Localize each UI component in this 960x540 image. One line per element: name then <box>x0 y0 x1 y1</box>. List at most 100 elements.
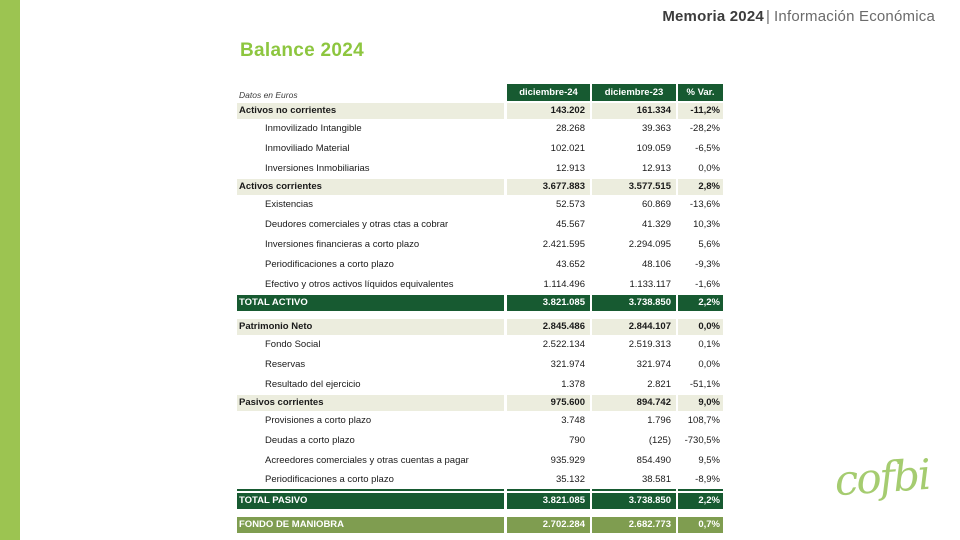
row-value-var: -8,9% <box>678 471 723 491</box>
row-value-var: 0,0% <box>678 355 723 375</box>
row-value-dic23: 2.519.313 <box>592 335 676 355</box>
row-value-var: 2,2% <box>678 295 723 311</box>
row-value-var: 2,8% <box>678 179 723 195</box>
table-row-item: Periodificaciones a corto plazo 43.652 48.… <box>237 255 723 275</box>
table-row-section: Activos corrientes 3.677.883 3.577.515 2,8% <box>237 179 723 195</box>
row-value-dic24: 321.974 <box>507 355 590 375</box>
row-value-dic24: 1.114.496 <box>507 275 590 295</box>
row-gap <box>237 311 723 319</box>
row-label: FONDO DE MANIOBRA <box>237 517 504 533</box>
row-value-var: 0,1% <box>678 335 723 355</box>
row-label: Fondo Social <box>237 335 504 355</box>
row-value-dic24: 3.821.085 <box>507 493 590 509</box>
row-value-dic24: 975.600 <box>507 395 590 411</box>
row-value-dic24: 3.821.085 <box>507 295 590 311</box>
row-label: Patrimonio Neto <box>237 319 504 335</box>
table-row-total: TOTAL ACTIVO 3.821.085 3.738.850 2,2% <box>237 295 723 311</box>
row-value-var: 10,3% <box>678 215 723 235</box>
row-label: Inversiones Inmobiliarias <box>237 159 504 179</box>
row-value-dic24: 3.748 <box>507 411 590 431</box>
row-value-dic23: 12.913 <box>592 159 676 179</box>
table-row-total: TOTAL PASIVO 3.821.085 3.738.850 2,2% <box>237 493 723 509</box>
row-label: Activos corrientes <box>237 179 504 195</box>
row-value-dic23: 854.490 <box>592 451 676 471</box>
table-row-fondo: FONDO DE MANIOBRA 2.702.284 2.682.773 0,7% <box>237 517 723 533</box>
row-value-dic24: 1.378 <box>507 375 590 395</box>
column-header-diciembre-24: diciembre-24 <box>507 84 590 101</box>
table-row-item: Inmoviliado Material 102.021 109.059 -6,5% <box>237 139 723 159</box>
row-label: Activos no corrientes <box>237 103 504 119</box>
row-value-var: -9,3% <box>678 255 723 275</box>
row-value-dic24: 43.652 <box>507 255 590 275</box>
row-value-dic23: 161.334 <box>592 103 676 119</box>
row-value-dic24: 2.522.134 <box>507 335 590 355</box>
row-value-dic24: 143.202 <box>507 103 590 119</box>
row-label: TOTAL PASIVO <box>237 493 504 509</box>
header-title-bold: Memoria 2024 <box>662 8 764 25</box>
row-value-dic23: (125) <box>592 431 676 451</box>
row-value-dic23: 1.796 <box>592 411 676 431</box>
accent-side-bar <box>0 0 20 540</box>
row-value-dic23: 3.738.850 <box>592 295 676 311</box>
table-row-section: Pasivos corrientes 975.600 894.742 9,0% <box>237 395 723 411</box>
row-value-var: 9,0% <box>678 395 723 411</box>
row-value-var: 5,6% <box>678 235 723 255</box>
column-header-diciembre-23: diciembre-23 <box>592 84 676 101</box>
row-value-dic23: 321.974 <box>592 355 676 375</box>
table-row-item: Inversiones financieras a corto plazo 2.4… <box>237 235 723 255</box>
column-header-var: % Var. <box>678 84 723 101</box>
row-value-dic24: 45.567 <box>507 215 590 235</box>
row-value-dic23: 3.577.515 <box>592 179 676 195</box>
table-row-section: Activos no corrientes 143.202 161.334 -11,2… <box>237 103 723 119</box>
row-value-dic23: 1.133.117 <box>592 275 676 295</box>
header-separator: | <box>765 8 771 25</box>
table-header-row: Datos en Euros diciembre-24 diciembre-23… <box>237 84 723 101</box>
row-value-var: -51,1% <box>678 375 723 395</box>
row-label: Reservas <box>237 355 504 375</box>
row-value-dic23: 39.363 <box>592 119 676 139</box>
row-value-dic23: 2.682.773 <box>592 517 676 533</box>
table-row-item: Efectivo y otros activos líquidos equiva… <box>237 275 723 295</box>
row-value-dic24: 935.929 <box>507 451 590 471</box>
table-row-item: Fondo Social 2.522.134 2.519.313 0,1% <box>237 335 723 355</box>
row-value-var: 108,7% <box>678 411 723 431</box>
row-value-var: -6,5% <box>678 139 723 159</box>
balance-table: Datos en Euros diciembre-24 diciembre-23… <box>237 84 723 533</box>
page-header: Memoria 2024 | Información Económica <box>662 8 935 25</box>
table-row-item: Provisiones a corto plazo 3.748 1.796 108,7… <box>237 411 723 431</box>
table-row-section: Patrimonio Neto 2.845.486 2.844.107 0,0% <box>237 319 723 335</box>
row-value-var: -730,5% <box>678 431 723 451</box>
table-note: Datos en Euros <box>239 90 298 100</box>
row-value-var: -28,2% <box>678 119 723 139</box>
row-value-dic24: 2.421.595 <box>507 235 590 255</box>
row-label: Deudas a corto plazo <box>237 431 504 451</box>
row-gap <box>237 509 723 517</box>
row-value-dic24: 102.021 <box>507 139 590 159</box>
row-value-dic24: 35.132 <box>507 471 590 491</box>
header-title-light: Información Económica <box>774 8 935 25</box>
row-value-dic23: 894.742 <box>592 395 676 411</box>
table-row-item: Deudas a corto plazo 790 (125) -730,5% <box>237 431 723 451</box>
row-value-dic24: 2.702.284 <box>507 517 590 533</box>
row-value-var: 9,5% <box>678 451 723 471</box>
row-value-dic23: 60.869 <box>592 195 676 215</box>
table-row-item: Deudores comerciales y otras ctas a cobr… <box>237 215 723 235</box>
row-value-dic23: 2.294.095 <box>592 235 676 255</box>
table-row-item: Reservas 321.974 321.974 0,0% <box>237 355 723 375</box>
row-label: Periodificaciones a corto plazo <box>237 255 504 275</box>
row-label: Existencias <box>237 195 504 215</box>
row-value-dic24: 2.845.486 <box>507 319 590 335</box>
row-label: Inmoviliado Material <box>237 139 504 159</box>
row-label: Inmovilizado Intangible <box>237 119 504 139</box>
row-label: Periodificaciones a corto plazo <box>237 471 504 491</box>
table-row-item: Inversiones Inmobiliarias 12.913 12.913 0,0… <box>237 159 723 179</box>
row-value-dic24: 3.677.883 <box>507 179 590 195</box>
row-value-var: 0,0% <box>678 159 723 179</box>
slide-title: Balance 2024 <box>240 40 365 61</box>
table-row-item: Inmovilizado Intangible 28.268 39.363 -28,2… <box>237 119 723 139</box>
row-label: Efectivo y otros activos líquidos equiva… <box>237 275 504 295</box>
row-label: Provisiones a corto plazo <box>237 411 504 431</box>
row-label: Resultado del ejercicio <box>237 375 504 395</box>
table-row-item: Acreedores comerciales y otras cuentas a… <box>237 451 723 471</box>
row-value-dic24: 790 <box>507 431 590 451</box>
